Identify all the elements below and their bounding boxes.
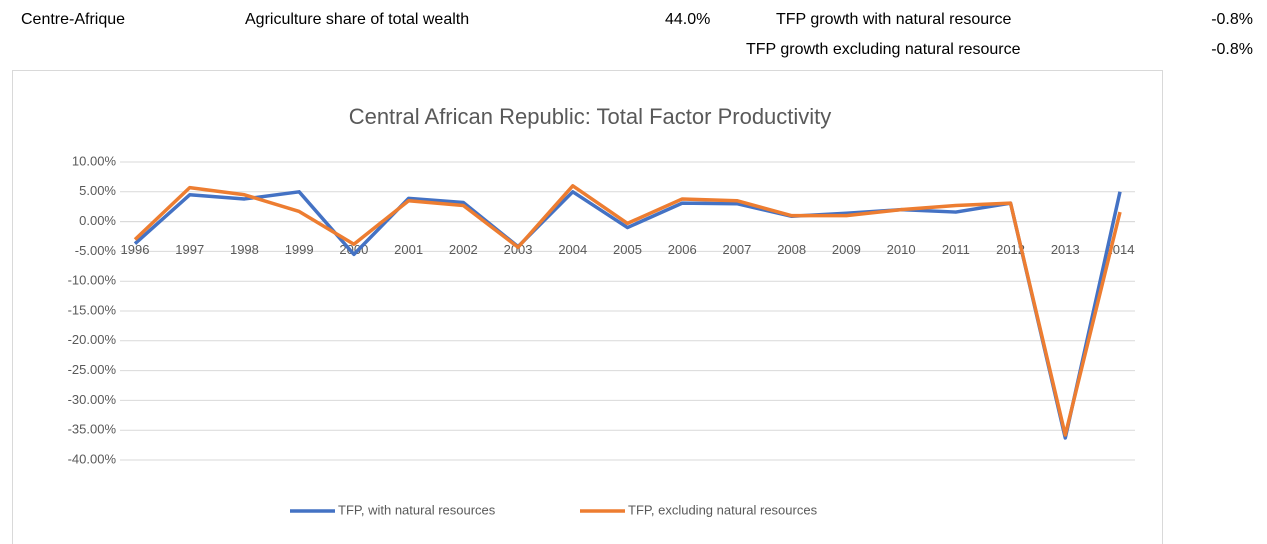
cell: -0.8% [1211,11,1253,28]
y-tick-label: -15.00% [68,302,117,317]
legend-label: TFP, with natural resources [338,502,496,517]
cell: 44.0% [665,11,710,28]
y-tick-label: -40.00% [68,451,117,466]
chart-title: Central African Republic: Total Factor P… [349,104,832,129]
x-tick-label: 2009 [832,242,861,257]
cell: TFP growth excluding natural resource [746,41,1021,58]
x-tick-label: 2010 [887,242,916,257]
y-tick-label: -25.00% [68,362,117,377]
cell: -0.8% [1211,41,1253,58]
cell: Centre-Afrique [21,11,125,28]
x-tick-label: 1999 [285,242,314,257]
x-tick-label: 2005 [613,242,642,257]
x-tick-label: 2002 [449,242,478,257]
y-tick-label: 5.00% [79,183,116,198]
chart-frame [12,70,1163,544]
y-tick-label: -20.00% [68,332,117,347]
x-tick-label: 2008 [777,242,806,257]
series-line [133,190,1122,440]
x-tick-label: 2011 [942,242,970,257]
y-tick-label: 10.00% [72,153,117,168]
x-tick-label: 2003 [504,242,533,257]
cell: TFP growth with natural resource [776,11,1011,28]
x-tick-label: 2001 [394,242,423,257]
y-tick-label: -10.00% [68,273,117,288]
chart: 10.00% 5.00% 0.00% -5.00% -10.00% -15.00% -20.… [68,153,1135,517]
x-tick-label: 2013 [1051,242,1080,257]
y-tick-label: -30.00% [68,392,117,407]
x-tick-label: 2012 [996,242,1025,257]
x-tick-label: 1998 [230,242,259,257]
y-tick-label: 0.00% [79,213,116,228]
legend-label: TFP, excluding natural resources [628,502,818,517]
x-tick-label: 1997 [175,242,204,257]
y-tick-label: -5.00% [75,243,117,258]
series-line [133,184,1122,437]
x-tick-label: 1996 [121,242,150,257]
y-tick-label: -35.00% [68,422,117,437]
x-tick-label: 2007 [722,242,751,257]
x-tick-label: 2004 [558,242,587,257]
x-tick-label: 2006 [668,242,697,257]
cell: Agriculture share of total wealth [245,11,469,28]
